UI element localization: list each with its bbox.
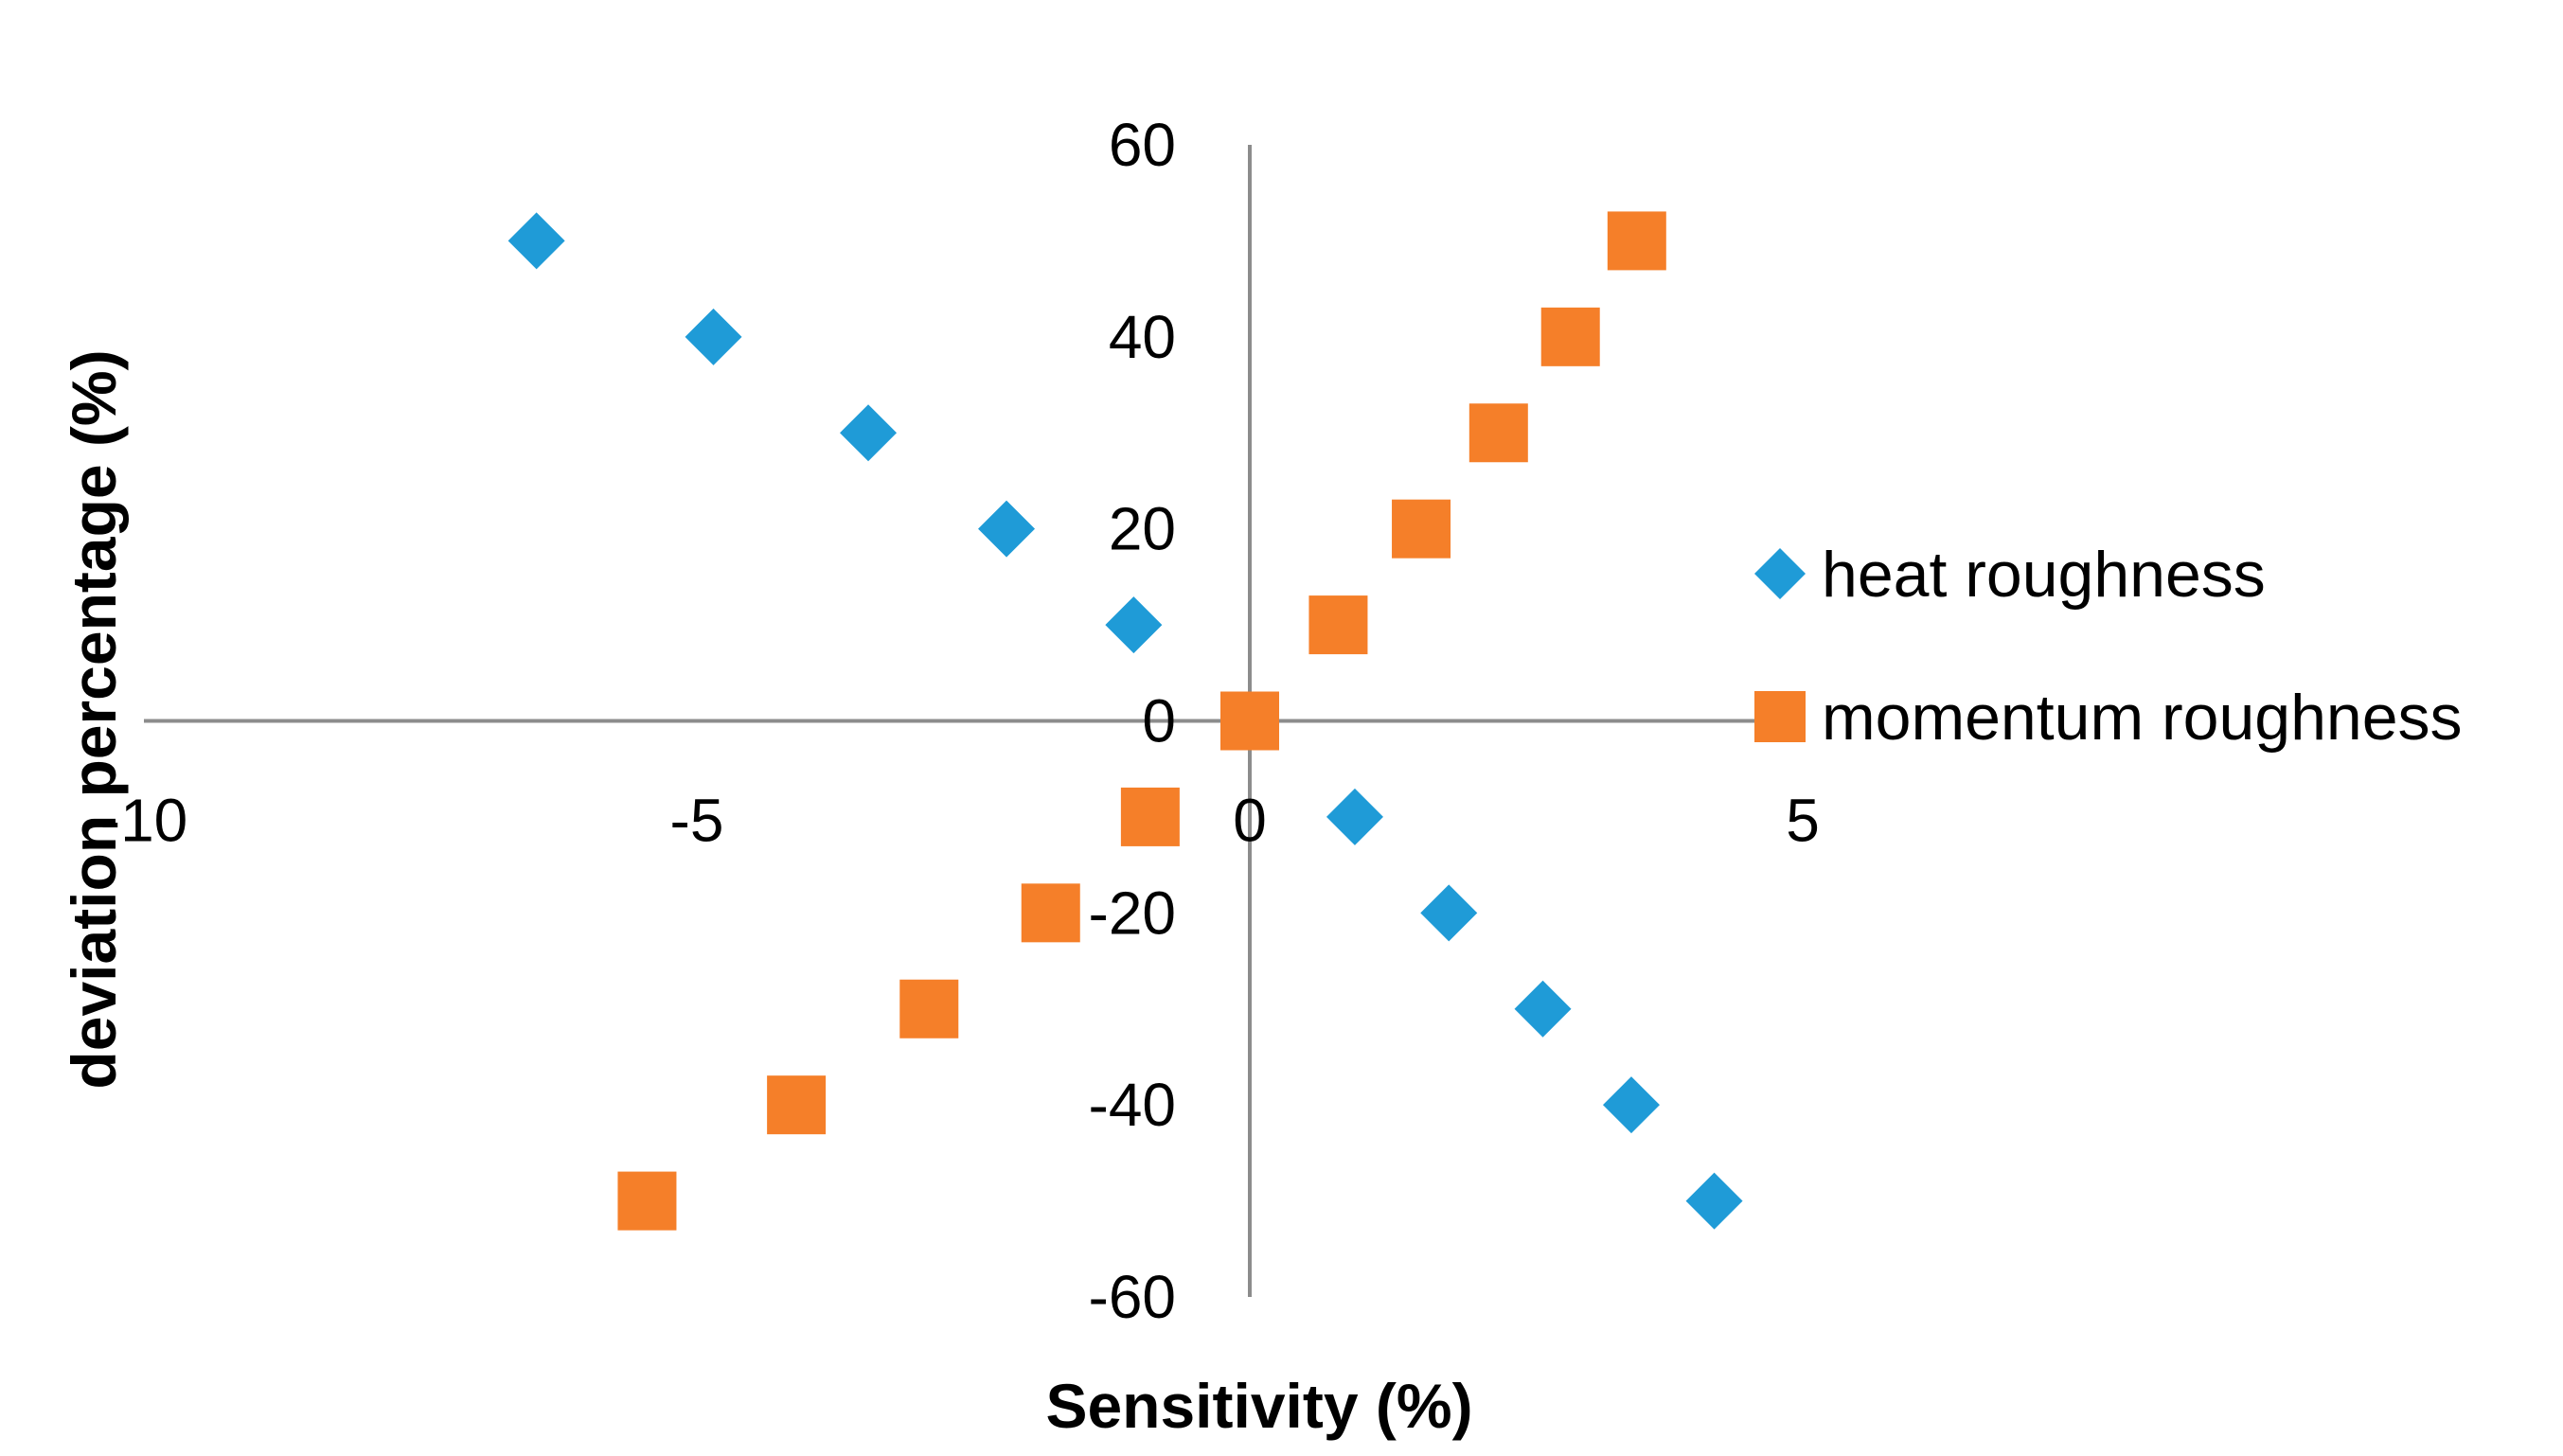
momentum-roughness-point [1607,211,1666,271]
heat-roughness-point [1602,1076,1660,1134]
heat-roughness-point [1326,788,1383,845]
legend-label: momentum roughness [1822,682,2463,754]
momentum-roughness-point [1220,691,1279,751]
y-tick-label: 40 [1109,303,1176,371]
x-tick-label: -10 [100,787,188,855]
momentum-roughness-point [1021,883,1080,943]
heat-roughness-point [507,212,565,270]
momentum-roughness-point [1308,595,1368,655]
momentum-roughness-point [1120,787,1180,846]
heat-roughness-point [1685,1172,1743,1230]
x-tick-label: 0 [1233,787,1267,855]
y-tick-label: 0 [1142,687,1176,755]
x-axis-title: Sensitivity (%) [1045,1371,1472,1441]
y-tick-label: -20 [1089,879,1177,947]
heat-roughness-point [1420,884,1478,942]
momentum-roughness-point [899,979,959,1039]
heat-roughness-point [1105,596,1163,654]
heat-roughness-point [685,308,742,365]
series-heat-roughness [507,212,1743,1230]
y-tick-label: 20 [1109,495,1176,563]
momentum-roughness-point [617,1171,677,1231]
momentum-roughness-point [767,1075,827,1135]
heat-roughness-point [840,404,898,462]
momentum-roughness-point [1392,499,1451,559]
legend: heat roughness momentum roughness [1754,539,2463,754]
y-tick-label: 60 [1109,111,1176,179]
heat-roughness-point [1514,980,1572,1038]
legend-diamond-icon [1754,548,1806,599]
x-tick-label: 5 [1786,787,1820,855]
y-axis-title: deviation percentage (%) [59,349,129,1089]
y-tick-label: -60 [1089,1263,1177,1331]
y-tick-label: -40 [1089,1071,1177,1139]
legend-label: heat roughness [1822,539,2266,611]
momentum-roughness-point [1468,403,1528,463]
data-points [507,211,1743,1231]
legend-square-icon [1754,691,1806,742]
heat-roughness-point [978,500,1036,558]
series-momentum-roughness [617,211,1666,1231]
x-tick-label: -5 [670,787,724,855]
tick-labels: -10 -5 0 5 60 40 20 0 -20 -40 -60 [100,111,1820,1331]
momentum-roughness-point [1540,307,1600,366]
